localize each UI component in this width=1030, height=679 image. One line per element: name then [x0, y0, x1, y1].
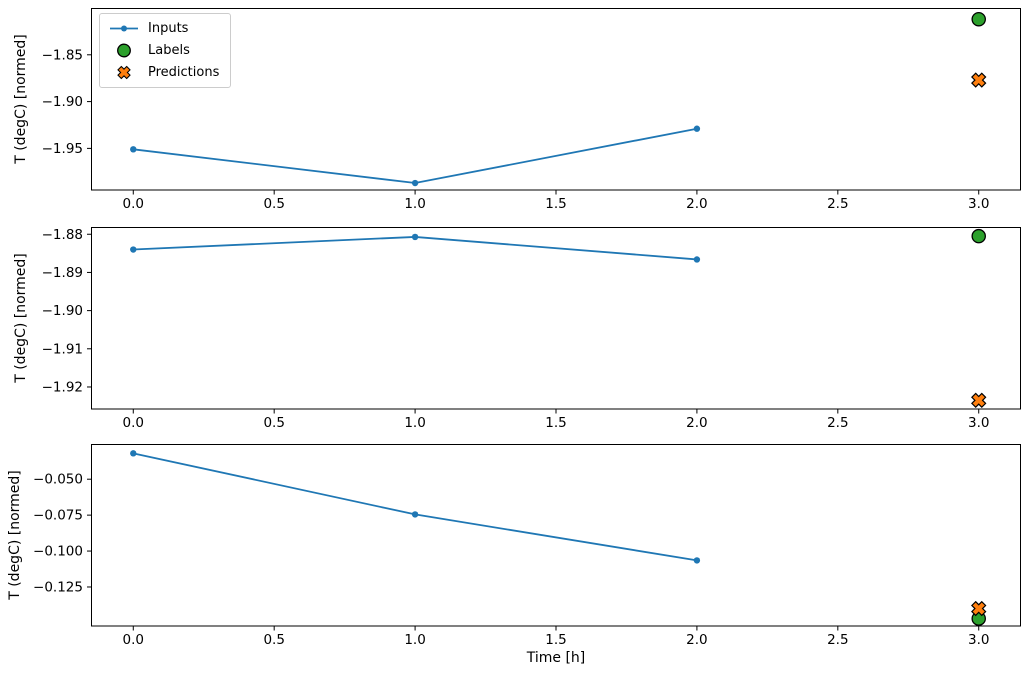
- axes-frame: [91, 8, 1021, 191]
- x-tick-label: 0.5: [263, 415, 284, 431]
- y-tick-label: −1.92: [42, 379, 83, 395]
- x-tick-label: 1.0: [404, 415, 425, 431]
- inputs-point-marker: [411, 179, 419, 187]
- legend-inputs-dot: [121, 25, 127, 32]
- x-tick-label: 0.0: [123, 632, 144, 648]
- y-tick-label: −1.89: [42, 264, 83, 280]
- x-tick-label: 1.0: [404, 632, 425, 648]
- inputs-point-marker: [693, 557, 701, 564]
- plot-area-3: 0.0 0.5 1.0 1.5 2.0 2.5 3.0 −0.050 −0.075 −0.100 −…: [33, 444, 1021, 648]
- y-tick-label: −1.85: [42, 47, 83, 63]
- y-tick-label: −0.100: [33, 544, 83, 560]
- y-tick-label: −1.95: [42, 141, 83, 157]
- plot-area-2: 0.0 0.5 1.0 1.5 2.0 2.5 3.0 −1.88 −1.89 −1.90 −1.9…: [42, 226, 1021, 431]
- y-tick-label: −0.075: [33, 508, 83, 524]
- y-tick-label: −0.050: [33, 472, 83, 488]
- legend-labels-circle: [117, 43, 131, 58]
- x-axis-label: Time [h]: [526, 650, 586, 666]
- inputs-line: [133, 127, 698, 184]
- x-tick-label: 2.5: [827, 632, 848, 648]
- inputs-line: [133, 452, 698, 562]
- x-tick-label: 0.5: [263, 632, 284, 648]
- x-tick-label: 1.0: [404, 196, 425, 212]
- subplot-2-y-axis-label: T (degC) [normed]: [13, 252, 29, 383]
- inputs-point-marker: [411, 233, 419, 240]
- subplot-3-y-axis-label: T (degC) [normed]: [7, 470, 23, 601]
- x-tick-label: 3.0: [968, 415, 989, 431]
- subplot-3-axes: 0.0 0.5 1.0 1.5 2.0 2.5 3.0 −0.050 −0.075 −0.100 −…: [33, 444, 1021, 648]
- predictions-point-marker: [971, 392, 987, 408]
- x-tick-label: 0.5: [263, 196, 284, 212]
- labels-circle-marker-icon: [117, 43, 131, 58]
- x-tick-label: 3.0: [968, 632, 989, 648]
- legend-item-inputs: Inputs: [108, 19, 219, 38]
- legend-item-labels: Labels: [108, 41, 219, 60]
- inputs-line: [133, 235, 697, 260]
- labels-point-marker: [971, 228, 986, 243]
- x-tick-label: 1.5: [545, 415, 566, 431]
- plot-area-1: 0.0 0.5 1.0 1.5 2.0 2.5 3.0 −1.85 −1.90 −1.95: [42, 8, 1021, 212]
- legend-box: Inputs Labels Predictions: [99, 13, 232, 88]
- subplot-1-axes: 0.0 0.5 1.0 1.5 2.0 2.5 3.0 −1.85 −1.90 −1.95: [42, 8, 1021, 212]
- legend-label-inputs: Inputs: [148, 21, 189, 36]
- labels-point-marker: [971, 11, 986, 27]
- y-tick-label: −1.91: [42, 341, 83, 357]
- predictions-point-marker: [971, 72, 987, 88]
- legend-label-predictions: Predictions: [148, 65, 220, 80]
- x-tick-label: 2.0: [686, 632, 707, 648]
- y-tick-label: −1.88: [42, 226, 83, 242]
- legend-predictions-x: [117, 65, 131, 80]
- x-tick-label: 2.5: [827, 196, 848, 212]
- subplot-2-axes: 0.0 0.5 1.0 1.5 2.0 2.5 3.0 −1.88 −1.89 −1.90 −1.9…: [42, 226, 1021, 431]
- predictions-x-marker-icon: [117, 65, 131, 80]
- inputs-point-marker: [130, 146, 137, 153]
- inputs-point-marker: [693, 255, 701, 263]
- y-tick-label: −1.90: [42, 303, 83, 319]
- y-tick-label: −0.125: [33, 579, 83, 595]
- predictions-point-marker: [971, 600, 987, 617]
- x-tick-label: 0.0: [123, 196, 144, 212]
- subplot-1-y-axis-label: T (degC) [normed]: [13, 34, 29, 165]
- inputs-point-marker: [130, 450, 137, 457]
- x-tick-label: 1.5: [545, 196, 566, 212]
- x-tick-label: 3.0: [968, 196, 989, 212]
- x-tick-label: 2.0: [686, 196, 707, 212]
- axes-frame: [91, 444, 1021, 627]
- x-tick-label: 1.5: [545, 632, 566, 648]
- x-tick-label: 2.5: [827, 415, 848, 431]
- inputs-point-marker: [130, 245, 137, 253]
- axes-frame: [91, 226, 1021, 409]
- inputs-point-marker: [693, 125, 701, 132]
- x-tick-label: 0.0: [123, 415, 144, 431]
- inputs-point-marker: [411, 511, 419, 518]
- legend-label-labels: Labels: [148, 43, 190, 58]
- inputs-line-marker-icon: [110, 25, 138, 32]
- legend-item-predictions: Predictions: [108, 63, 219, 82]
- y-tick-label: −1.90: [42, 94, 83, 110]
- x-tick-label: 2.0: [686, 415, 707, 431]
